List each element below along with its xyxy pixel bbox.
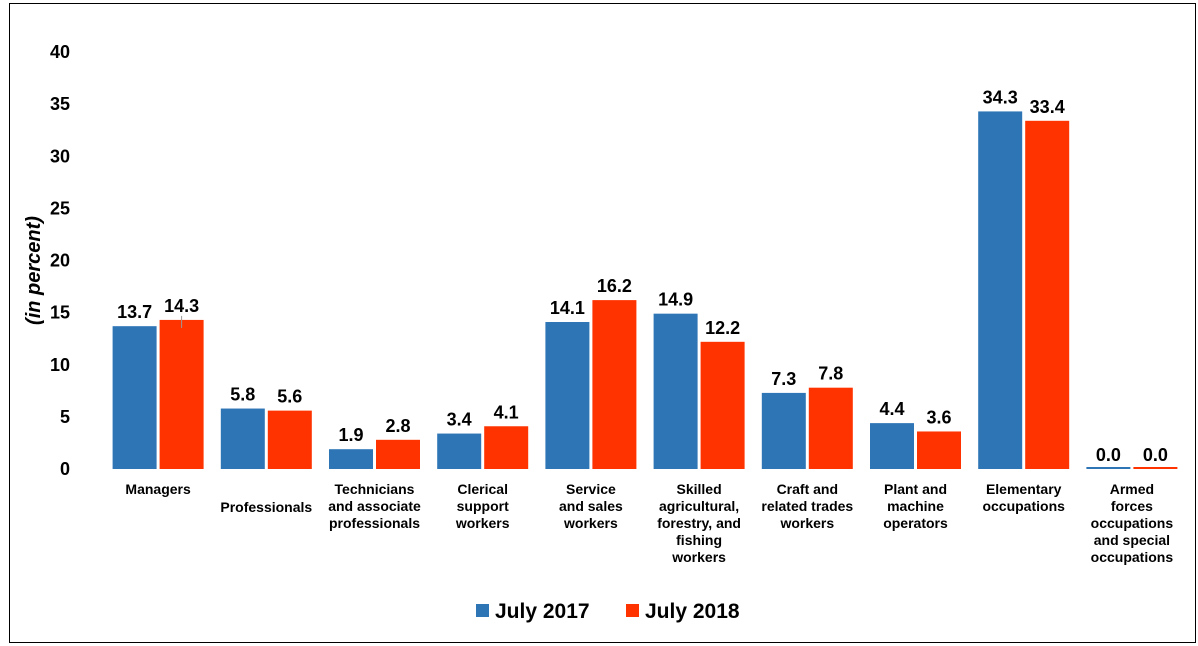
x-category-label: Technicians and associate professionals <box>328 481 421 531</box>
data-label: 14.3 <box>164 296 199 316</box>
x-category-label: Elementary occupations <box>982 481 1065 514</box>
legend: July 2017 July 2018 <box>476 600 740 623</box>
bar-july-2018 <box>808 387 853 469</box>
data-label: 5.8 <box>230 385 255 405</box>
legend-label: July 2017 <box>495 600 590 623</box>
bar-july-2017 <box>329 449 373 469</box>
y-tick-label: 15 <box>50 303 70 323</box>
x-category-label: Managers <box>125 481 191 497</box>
bar-july-2017 <box>761 392 806 469</box>
data-label: 4.1 <box>494 402 519 422</box>
data-label: 7.3 <box>771 369 796 389</box>
legend-label: July 2018 <box>645 600 740 623</box>
data-label: 14.9 <box>658 290 693 310</box>
data-label: 2.8 <box>385 416 410 436</box>
x-category-label: Clerical support workers <box>455 481 510 531</box>
data-label: 14.1 <box>550 298 585 318</box>
bar-july-2018 <box>1133 467 1178 469</box>
y-tick-label: 25 <box>50 198 70 218</box>
y-tick-label: 5 <box>60 407 70 427</box>
data-label: 1.9 <box>338 425 363 445</box>
bar-july-2017 <box>978 111 1023 470</box>
x-category-label: Plant and machine operators <box>883 481 948 531</box>
data-label: 13.7 <box>117 302 152 322</box>
bar-july-2017 <box>653 313 698 469</box>
bar-july-2017 <box>220 408 265 469</box>
bar-july-2018 <box>267 410 312 469</box>
x-category-label: Service and sales workers <box>559 481 623 531</box>
data-label: 3.4 <box>447 410 472 430</box>
chart-frame: (in percent) 0 5 10 15 20 25 30 35 40 13.7 14.3 5.… <box>9 3 1196 643</box>
y-tick-label: 10 <box>50 355 70 375</box>
data-label: 0.0 <box>1143 445 1168 465</box>
bar-july-2017 <box>1086 467 1131 469</box>
legend-swatch <box>476 604 489 617</box>
y-axis-ticks: 0 5 10 15 20 25 30 35 40 <box>50 42 70 479</box>
data-label: 12.2 <box>705 318 740 338</box>
bar-july-2018 <box>159 319 204 469</box>
data-label: 34.3 <box>983 87 1018 107</box>
data-label: 3.6 <box>926 407 951 427</box>
bar-july-2017 <box>870 423 914 469</box>
data-labels: 13.7 14.3 5.8 5.6 1.9 2.8 3.4 4.1 14.1 16.2 14.9 12… <box>117 87 1168 465</box>
bar-july-2018 <box>484 426 529 469</box>
y-tick-label: 40 <box>50 42 70 62</box>
x-axis-labels: Managers Professionals Technicians and asso… <box>125 481 1173 565</box>
data-label: 16.2 <box>597 276 632 296</box>
y-axis-title: (in percent) <box>23 216 45 325</box>
data-label: 33.4 <box>1030 97 1065 117</box>
bar-july-2018 <box>700 341 745 469</box>
bar-july-2017 <box>112 326 157 469</box>
data-label: 0.0 <box>1096 445 1121 465</box>
bar-july-2018 <box>917 431 961 469</box>
y-axis-title-group: (in percent) <box>23 216 45 325</box>
data-label: 4.4 <box>879 399 904 419</box>
data-label: 7.8 <box>818 364 843 384</box>
y-tick-label: 30 <box>50 146 70 166</box>
x-category-label: Armed forces occupations and special occupat… <box>1091 481 1174 565</box>
y-tick-label: 35 <box>50 94 70 114</box>
bar-july-2018 <box>1025 120 1070 470</box>
x-category-label: Professionals <box>220 499 312 515</box>
bar-july-2018 <box>376 439 420 469</box>
x-category-label: Craft and related trades workers <box>761 481 853 531</box>
legend-swatch <box>626 604 639 617</box>
y-tick-label: 0 <box>60 459 70 479</box>
y-tick-label: 20 <box>50 251 70 271</box>
bar-chart: (in percent) 0 5 10 15 20 25 30 35 40 13.7 14.3 5.… <box>23 42 1178 623</box>
x-category-label: Skilled agricultural, forestry, and fishing… <box>657 481 741 565</box>
bar-july-2018 <box>592 300 637 469</box>
data-label: 5.6 <box>277 387 302 407</box>
bar-july-2017 <box>437 433 482 469</box>
bars <box>112 111 1178 470</box>
bar-july-2017 <box>545 322 590 469</box>
